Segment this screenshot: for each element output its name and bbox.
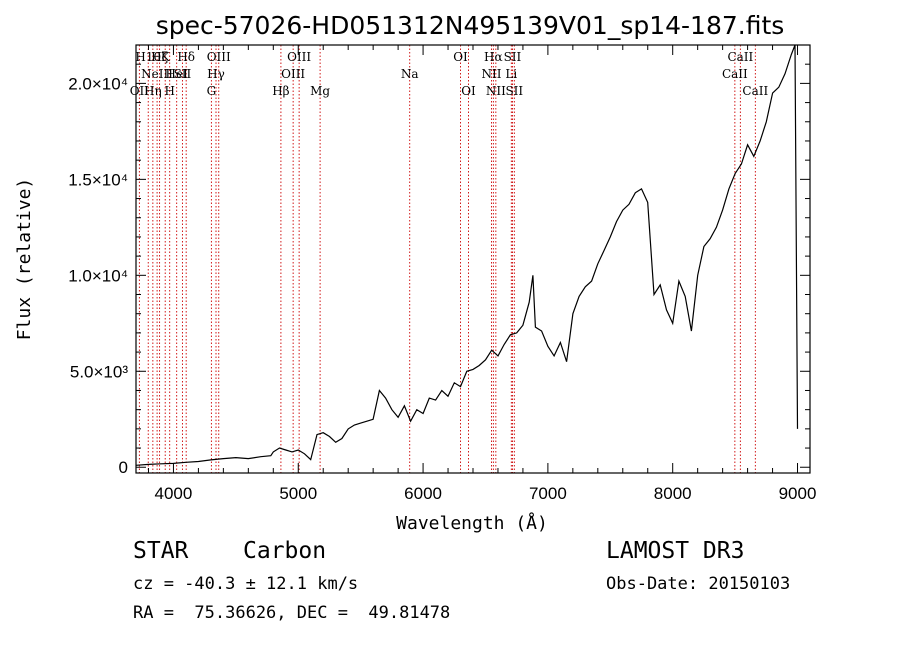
y-axis-ticks: 0 5.0×10³ 1.0×10⁴ 1.5×10⁴ 2.0×10⁴ — [68, 63, 810, 477]
spectral-line-label: OI — [461, 84, 476, 98]
spectral-line-markers — [138, 45, 756, 473]
spectral-line-label: K — [161, 50, 171, 64]
chart-title: spec-57026-HD051312N495139V01_sp14-187.f… — [156, 11, 785, 40]
y-tick-label: 5.0×10³ — [70, 362, 128, 381]
spectral-line-label: Na — [401, 67, 419, 81]
y-axis-label: Flux (relative) — [14, 178, 35, 341]
spectral-line-label: Hα — [484, 50, 503, 64]
spectral-line-label: Hη — [144, 84, 162, 98]
x-tick-label: 7000 — [529, 484, 567, 503]
x-tick-label: 4000 — [155, 484, 193, 503]
spectral-line-label: NII — [481, 67, 501, 81]
spectral-line-label: HeI — [166, 67, 189, 81]
spectral-line-label: CaII — [722, 67, 748, 81]
spectral-line-label: OIII — [281, 67, 305, 81]
spectral-line-label: SII — [505, 84, 523, 98]
plot-frame — [135, 44, 811, 474]
redshift-velocity: cz = -40.3 ± 12.1 km/s — [133, 574, 359, 594]
spectral-line-label: Hβ — [272, 84, 289, 98]
spectral-line-label: SII — [504, 50, 522, 64]
spectral-line-label: NII — [486, 84, 506, 98]
spectral-line-label: CaII — [742, 84, 768, 98]
x-tick-label: 8000 — [654, 484, 692, 503]
spectral-line-label: Hγ — [207, 67, 225, 81]
spectral-line-label: Hδ — [177, 50, 195, 64]
x-axis-ticks: 4000 5000 6000 7000 8000 9000 — [147, 45, 817, 503]
spectrum-series-line — [135, 44, 799, 466]
spectral-line-label: NeIII — [141, 67, 173, 81]
object-class: STAR — [133, 538, 189, 564]
x-tick-label: 6000 — [404, 484, 442, 503]
y-tick-label: 2.0×10⁴ — [68, 74, 128, 93]
spectral-line-label: CaII — [727, 50, 753, 64]
spectral-line-label: G — [207, 84, 217, 98]
spectral-line-label: H10 — [135, 50, 161, 64]
x-tick-label: 5000 — [279, 484, 317, 503]
survey-name: LAMOST DR3 — [606, 538, 745, 564]
spectral-line-label: Hζ — [151, 50, 168, 64]
spectral-line-label: OIII — [287, 50, 311, 64]
y-tick-label: 1.0×10⁴ — [68, 266, 128, 285]
spectral-line-labels: OIIH10HηNeIIIHζKHHeISIIHδGHγOIIIHβOIIIOI… — [130, 50, 769, 98]
spectral-line-label: OI — [453, 50, 468, 64]
x-axis-label: Wavelength (Å) — [396, 512, 548, 534]
spectral-line-label: SII — [174, 67, 192, 81]
spectral-line-label: OII — [130, 84, 150, 98]
object-subclass: Carbon — [243, 538, 327, 564]
spectral-line-label: Li — [505, 67, 517, 81]
x-tick-label: 9000 — [779, 484, 817, 503]
spectral-line-label: OIII — [207, 50, 231, 64]
observation-date: Obs-Date: 20150103 — [606, 574, 791, 594]
spectral-line-label: Mg — [310, 84, 330, 98]
y-tick-label: 0 — [119, 458, 128, 477]
spectral-line-label: H — [164, 84, 174, 98]
y-tick-label: 1.5×10⁴ — [68, 170, 128, 189]
coordinates: RA = 75.36626, DEC = 49.81478 — [133, 603, 451, 623]
